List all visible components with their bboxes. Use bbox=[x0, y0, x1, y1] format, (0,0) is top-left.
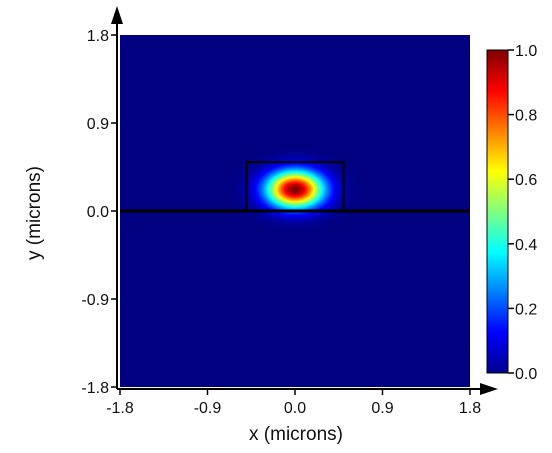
y-tick-label: -0.9 bbox=[81, 292, 109, 309]
colorbar-tick-label: 0.2 bbox=[515, 301, 537, 318]
x-axis-label: x (microns) bbox=[249, 424, 343, 445]
x-tick-label: -1.8 bbox=[106, 400, 134, 417]
colorbar-tick-label: 0.6 bbox=[515, 172, 537, 189]
colorbar-gradient bbox=[486, 49, 509, 374]
x-tick-label: 1.8 bbox=[459, 400, 481, 417]
x-tick-label: -0.9 bbox=[194, 400, 222, 417]
colorbar-tick-label: 0.0 bbox=[515, 366, 537, 383]
y-tick-label: 0.0 bbox=[87, 204, 109, 221]
colorbar: 1.0 0.8 0.6 0.4 0.2 0.0 bbox=[486, 43, 537, 383]
y-axis-arrow bbox=[111, 6, 123, 24]
x-tick-label: 0.9 bbox=[371, 400, 393, 417]
colorbar-tick-label: 0.8 bbox=[515, 108, 537, 125]
y-tick-label: -1.8 bbox=[81, 380, 109, 397]
x-tick-label: 0.0 bbox=[284, 400, 306, 417]
x-axis-arrow bbox=[480, 383, 498, 395]
plot-area bbox=[120, 35, 470, 387]
x-tick-group: -1.8 -0.9 0.0 0.9 1.8 bbox=[106, 389, 481, 417]
colorbar-tick-label: 1.0 bbox=[515, 43, 537, 60]
y-tick-label: 1.8 bbox=[87, 28, 109, 45]
y-tick-group: 1.8 0.9 0.0 -0.9 -1.8 bbox=[81, 28, 117, 397]
y-axis-label: y (microns) bbox=[24, 166, 45, 260]
colorbar-tick-group: 1.0 0.8 0.6 0.4 0.2 0.0 bbox=[508, 43, 537, 383]
y-tick-label: 0.9 bbox=[87, 116, 109, 133]
colorbar-tick-label: 0.4 bbox=[515, 237, 537, 254]
